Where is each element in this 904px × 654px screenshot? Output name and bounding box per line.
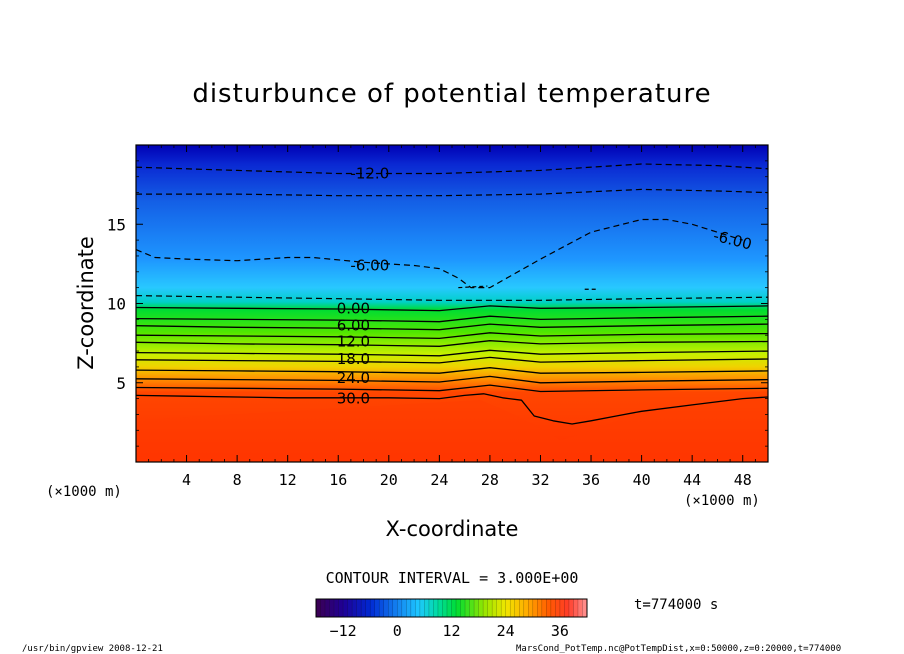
colorbar-cell (492, 599, 497, 617)
contour-label: -6.00 (350, 256, 389, 274)
contour-label: 30.0 (337, 390, 370, 408)
colorbar-cell (375, 599, 380, 617)
colorbar-cell (456, 599, 461, 617)
colorbar-tick-label: 24 (497, 622, 515, 640)
colorbar-cell (470, 599, 475, 617)
colorbar-cell (546, 599, 551, 617)
contour-label: -12.0 (350, 165, 389, 183)
colorbar-cell (325, 599, 330, 617)
y-tick-label: 5 (116, 374, 126, 393)
contour-label: 12.0 (337, 333, 370, 351)
x-tick-label: 48 (734, 471, 752, 489)
colorbar-cell (415, 599, 420, 617)
colorbar-cell (461, 599, 466, 617)
x-tick-label: 32 (531, 471, 549, 489)
colorbar-cell (316, 599, 321, 617)
y-tick-label: 15 (107, 215, 126, 234)
x-tick-label: 20 (380, 471, 398, 489)
contour-label: 0.00 (337, 299, 370, 317)
colorbar-cell (397, 599, 402, 617)
colorbar-cell (406, 599, 411, 617)
colorbar-cell (506, 599, 511, 617)
colorbar-cell (452, 599, 457, 617)
z-unit-label: (×1000 m) (46, 484, 122, 500)
x-tick-label: 4 (182, 471, 191, 489)
colorbar-cell (339, 599, 344, 617)
x-tick-label: 16 (329, 471, 347, 489)
colorbar-cell (519, 599, 524, 617)
x-tick-label: 44 (683, 471, 701, 489)
x-tick-label: 36 (582, 471, 600, 489)
x-tick-label: 40 (633, 471, 651, 489)
time-label: t=774000 s (634, 597, 718, 613)
colorbar-cell (420, 599, 425, 617)
chart-title: disturbunce of potential temperature (192, 79, 711, 109)
colorbar-cell (370, 599, 375, 617)
colorbar-cell (479, 599, 484, 617)
colorbar-cell (474, 599, 479, 617)
footer-left: /usr/bin/gpview 2008-12-21 (22, 644, 163, 654)
colorbar-cell (578, 599, 583, 617)
colorbar-cell (321, 599, 326, 617)
colorbar-cell (379, 599, 384, 617)
x-tick-label: 28 (481, 471, 499, 489)
footer-right: MarsCond_PotTemp.nc@PotTempDist,x=0:5000… (516, 644, 841, 654)
colorbar-cell (334, 599, 339, 617)
colorbar-cell (447, 599, 452, 617)
colorbar-cell (393, 599, 398, 617)
colorbar-tick-label: 36 (551, 622, 569, 640)
colorbar-cell (560, 599, 565, 617)
colorbar-tick-label: 12 (442, 622, 460, 640)
colorbar-cell (411, 599, 416, 617)
colorbar-cell (330, 599, 335, 617)
colorbar-ticks: −12 0 12 24 36 (330, 622, 569, 640)
colorbar-cell (564, 599, 569, 617)
colorbar-cell (357, 599, 362, 617)
colorbar-cell (433, 599, 438, 617)
colorbar-cell (384, 599, 389, 617)
colorbar-cell (510, 599, 515, 617)
colorbar-cell (573, 599, 578, 617)
colorbar-cell (402, 599, 407, 617)
colorbar-cell (488, 599, 493, 617)
colorbar-cell (465, 599, 470, 617)
colorbar-cell (542, 599, 547, 617)
contour-label: 24.0 (337, 369, 370, 387)
plot-field (136, 145, 768, 462)
contour-plot: disturbunce of potential temperature -12… (0, 0, 904, 654)
colorbar-cell (424, 599, 429, 617)
y-tick-label: 10 (107, 295, 126, 314)
contour-interval-text: CONTOUR INTERVAL = 3.000E+00 (326, 569, 579, 587)
colorbar-cell (555, 599, 560, 617)
colorbar-cell (343, 599, 348, 617)
colorbar-cell (388, 599, 393, 617)
x-tick-label: 24 (430, 471, 448, 489)
colorbar-cell (533, 599, 538, 617)
colorbar-cell (438, 599, 443, 617)
contour-label: 18.0 (337, 350, 370, 368)
colorbar-cell (497, 599, 502, 617)
x-axis-label: X-coordinate (386, 517, 519, 541)
colorbar-cell (442, 599, 447, 617)
x-tick-label: 8 (233, 471, 242, 489)
colorbar-cell (348, 599, 353, 617)
colorbar (316, 599, 587, 617)
colorbar-cell (569, 599, 574, 617)
colorbar-tick-label: −12 (330, 622, 357, 640)
colorbar-cell (483, 599, 488, 617)
colorbar-cell (366, 599, 371, 617)
colorbar-tick-label: 0 (393, 622, 402, 640)
colorbar-cell (537, 599, 542, 617)
colorbar-cell (361, 599, 366, 617)
colorbar-cell (501, 599, 506, 617)
colorbar-cell (352, 599, 357, 617)
x-unit-label: (×1000 m) (684, 493, 760, 509)
x-tick-label: 12 (279, 471, 297, 489)
colorbar-cell (528, 599, 533, 617)
colorbar-cell (551, 599, 556, 617)
y-axis-label: Z-coordinate (74, 236, 98, 370)
colorbar-cell (429, 599, 434, 617)
colorbar-cell (524, 599, 529, 617)
colorbar-cell (515, 599, 520, 617)
